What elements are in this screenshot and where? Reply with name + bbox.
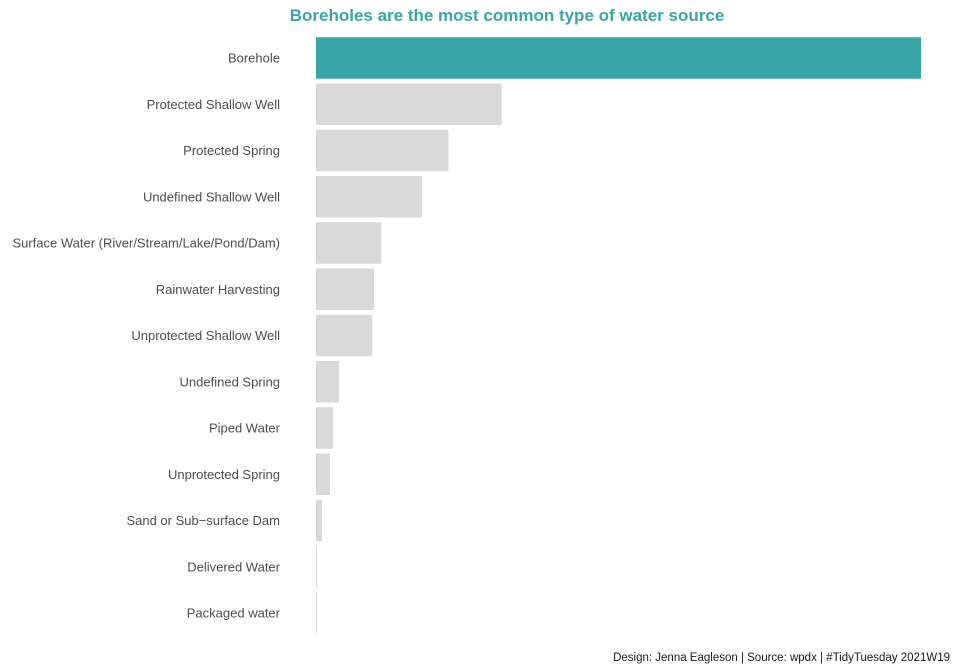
bar <box>316 222 382 264</box>
chart-caption: Design: Jenna Eagleson | Source: wpdx | … <box>613 652 950 664</box>
category-label: Packaged water <box>187 606 281 621</box>
category-label: Borehole <box>228 51 280 66</box>
bars <box>316 37 921 634</box>
bar <box>316 176 422 218</box>
bar <box>316 268 375 310</box>
bar <box>316 361 339 403</box>
bar <box>316 37 921 79</box>
category-label: Delivered Water <box>187 559 280 574</box>
bar <box>316 453 330 495</box>
bar <box>316 407 333 449</box>
bar <box>316 546 317 588</box>
category-label: Undefined Shallow Well <box>143 189 280 204</box>
category-labels: Borehole Protected Shallow Well Protected … <box>12 51 280 621</box>
bar <box>316 314 373 357</box>
category-label: Surface Water (River/Stream/Lake/Pond/Da… <box>12 236 280 251</box>
category-label: Piped Water <box>209 421 281 436</box>
category-label: Sand or Sub−surface Dam <box>126 513 280 528</box>
bar <box>316 129 449 172</box>
category-label: Protected Shallow Well <box>147 97 281 112</box>
category-label: Undefined Spring <box>180 374 280 389</box>
category-label: Unprotected Shallow Well <box>131 328 280 343</box>
chart-title: Boreholes are the most common type of wa… <box>290 6 725 25</box>
category-label: Rainwater Harvesting <box>156 282 280 297</box>
category-label: Unprotected Spring <box>168 467 280 482</box>
bar <box>316 592 317 634</box>
bar <box>316 83 502 125</box>
category-label: Protected Spring <box>183 143 280 158</box>
bar <box>316 499 323 542</box>
